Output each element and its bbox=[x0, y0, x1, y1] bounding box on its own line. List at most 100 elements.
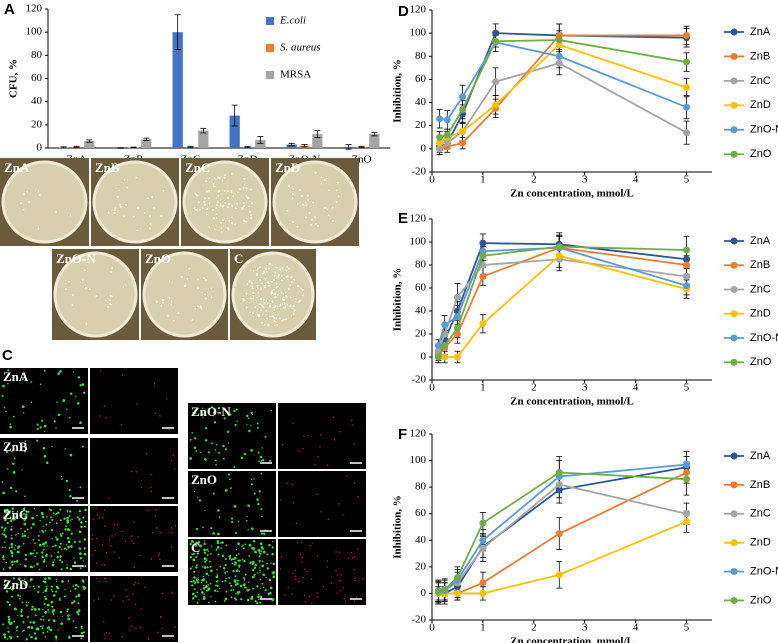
red-cell bbox=[308, 595, 311, 598]
green-cell bbox=[260, 532, 264, 535]
green-cell bbox=[256, 572, 259, 574]
red-cell bbox=[342, 587, 344, 589]
green-cell bbox=[197, 496, 199, 498]
y-axis-label: Inhibition, % bbox=[392, 268, 404, 332]
green-cell bbox=[55, 538, 59, 541]
red-cell bbox=[96, 577, 98, 580]
colony bbox=[268, 315, 271, 318]
colony bbox=[281, 302, 284, 305]
green-cell bbox=[45, 585, 48, 588]
colony bbox=[275, 317, 278, 319]
red-cell bbox=[133, 542, 135, 545]
green-cell bbox=[46, 603, 50, 607]
colony bbox=[111, 267, 114, 269]
error-bar bbox=[231, 104, 238, 127]
colony bbox=[160, 215, 163, 217]
y-tick-label: -20 bbox=[411, 166, 426, 178]
bar bbox=[141, 139, 152, 148]
plate bbox=[1, 160, 88, 244]
green-cell bbox=[43, 369, 46, 372]
red-cell bbox=[126, 595, 128, 598]
colony bbox=[215, 213, 218, 216]
green-cell bbox=[235, 408, 238, 411]
colony bbox=[273, 288, 276, 291]
green-cell bbox=[38, 539, 40, 542]
green-cell bbox=[199, 451, 202, 454]
red-cell bbox=[131, 625, 133, 628]
green-cell bbox=[42, 608, 44, 611]
red-cell bbox=[159, 558, 161, 560]
red-cell bbox=[159, 616, 162, 618]
legend-label: ZnO-N bbox=[750, 124, 778, 136]
red-cell bbox=[103, 564, 106, 566]
legend-swatch bbox=[266, 44, 274, 52]
legend-marker bbox=[730, 334, 738, 342]
green-cell bbox=[79, 486, 82, 489]
point bbox=[683, 255, 691, 263]
green-cell bbox=[206, 548, 209, 551]
green-cell bbox=[192, 552, 195, 556]
colony bbox=[268, 282, 270, 285]
error-bar bbox=[244, 145, 251, 148]
green-cell bbox=[261, 515, 263, 518]
green-cell bbox=[76, 610, 79, 614]
green-cell bbox=[50, 509, 53, 512]
red-cell bbox=[91, 534, 94, 536]
y-tick-label: 40 bbox=[415, 305, 427, 317]
red-cell bbox=[338, 580, 341, 582]
red-channel bbox=[90, 506, 178, 572]
colony bbox=[254, 306, 257, 309]
green-cell bbox=[225, 590, 228, 593]
red-cell bbox=[307, 434, 309, 436]
green-cell bbox=[49, 521, 51, 524]
red-cell bbox=[93, 599, 95, 601]
green-cell bbox=[50, 528, 54, 532]
colony bbox=[220, 227, 223, 230]
green-cell bbox=[17, 614, 19, 616]
green-cell bbox=[82, 516, 85, 519]
error-bar bbox=[143, 137, 150, 141]
colony bbox=[269, 263, 271, 266]
colony bbox=[186, 277, 189, 280]
colony bbox=[126, 186, 129, 189]
red-cell bbox=[110, 545, 112, 547]
green-cell bbox=[36, 514, 38, 517]
green-cell bbox=[44, 636, 47, 638]
colony bbox=[260, 298, 262, 301]
green-cell bbox=[16, 635, 19, 638]
point bbox=[492, 37, 500, 45]
red-cell bbox=[309, 544, 311, 547]
green-cell bbox=[82, 631, 86, 634]
green-cell bbox=[232, 589, 235, 591]
x-tick-label: 0 bbox=[429, 382, 435, 394]
green-cell bbox=[261, 564, 264, 568]
green-cell bbox=[59, 508, 62, 511]
green-cell bbox=[194, 594, 197, 598]
plate-label: ZnO bbox=[145, 251, 171, 266]
colony bbox=[196, 278, 199, 281]
green-cell bbox=[189, 542, 192, 546]
colony bbox=[265, 300, 268, 302]
point bbox=[683, 518, 691, 526]
green-cell bbox=[7, 630, 10, 633]
green-cell bbox=[77, 613, 80, 616]
green-cell bbox=[41, 555, 44, 558]
point bbox=[555, 486, 563, 494]
legend-marker bbox=[730, 126, 738, 134]
green-cell bbox=[43, 545, 46, 548]
red-cell bbox=[151, 531, 154, 534]
red-cell bbox=[311, 542, 313, 544]
green-cell bbox=[37, 585, 41, 588]
green-cell bbox=[189, 457, 192, 460]
x-tick-label: 3 bbox=[582, 174, 588, 186]
plate bbox=[142, 251, 227, 338]
green-cell bbox=[2, 568, 5, 570]
green-cell bbox=[46, 565, 48, 567]
green-cell bbox=[8, 511, 11, 514]
red-cell bbox=[91, 554, 94, 556]
colony bbox=[172, 319, 175, 322]
green-cell bbox=[27, 627, 29, 629]
green-cell bbox=[226, 570, 228, 573]
colony bbox=[289, 305, 292, 308]
colony bbox=[265, 309, 268, 312]
